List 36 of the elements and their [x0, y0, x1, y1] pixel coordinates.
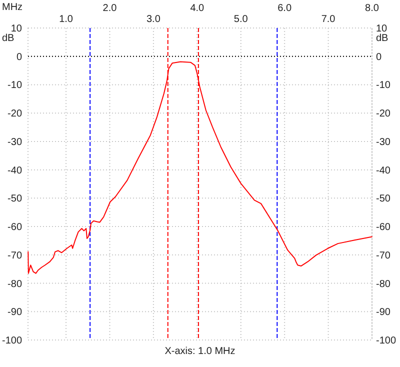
y-tick-label: -90	[8, 307, 22, 318]
y2-tick-label: -50	[376, 194, 391, 205]
y2-tick-label: -100	[376, 336, 396, 346]
x-tick-label: 5.0	[234, 14, 248, 25]
y2-tick-label: -60	[376, 222, 391, 234]
y-tick-label: -20	[8, 108, 22, 120]
y2-tick-label: -70	[376, 250, 391, 262]
y-tick-label: -40	[8, 165, 22, 176]
y-axis-title: dB	[2, 33, 15, 44]
y2-tick-label: -30	[376, 136, 391, 148]
x-tick-label: 7.0	[321, 14, 336, 25]
x2-tick-label: 6.0	[278, 3, 292, 14]
y-tick-label: -70	[8, 250, 22, 262]
y-tick-label: -30	[8, 136, 22, 148]
y2-tick-label: 10	[376, 24, 388, 34]
y2-tick-label: -90	[376, 307, 391, 318]
y-tick-label: -80	[8, 278, 22, 290]
y2-tick-label: -40	[376, 165, 391, 176]
y-tick-label: 0	[16, 52, 22, 63]
x-tick-label: 1.0	[59, 14, 74, 25]
x-tick-label: 3.0	[146, 14, 161, 25]
y2-tick-label: -10	[376, 80, 391, 92]
y-tick-label: -10	[8, 80, 22, 92]
y-tick-label: 10	[10, 24, 22, 34]
y2-axis-title: dB	[376, 33, 389, 44]
text: MHz	[2, 2, 23, 13]
y-tick-label: -50	[8, 194, 22, 205]
y2-tick-label: 0	[376, 52, 382, 63]
y2-tick-label: -20	[376, 108, 391, 120]
x-axis-title: X-axis: 1.0 MHz	[164, 346, 236, 357]
x2-tick-label: 8.0	[365, 3, 380, 14]
x2-tick-label: 2.0	[102, 3, 118, 14]
y-tick-label: -60	[8, 222, 22, 234]
x2-tick-label: 4.0	[190, 3, 205, 14]
y2-tick-label: -80	[376, 278, 391, 290]
y-tick-label: -100	[2, 336, 22, 346]
